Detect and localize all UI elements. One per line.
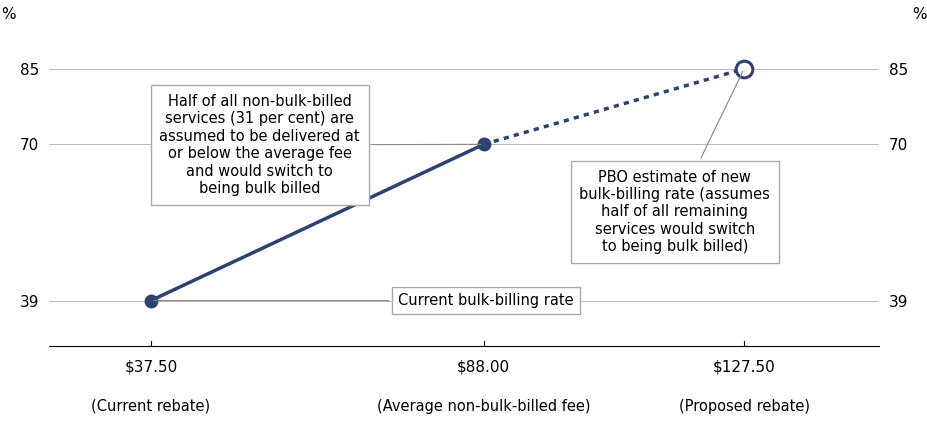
Text: %: % bbox=[2, 7, 16, 22]
Text: (Average non-bulk-billed fee): (Average non-bulk-billed fee) bbox=[376, 399, 590, 414]
Text: PBO estimate of new
bulk-billing rate (assumes
half of all remaining
services wo: PBO estimate of new bulk-billing rate (a… bbox=[578, 71, 769, 254]
Text: (Proposed rebate): (Proposed rebate) bbox=[678, 399, 808, 414]
Text: Current bulk-billing rate: Current bulk-billing rate bbox=[154, 293, 573, 308]
Text: (Current rebate): (Current rebate) bbox=[91, 399, 210, 414]
Text: %: % bbox=[911, 7, 925, 22]
Text: Half of all non-bulk-billed
services (31 per cent) are
assumed to be delivered a: Half of all non-bulk-billed services (31… bbox=[159, 94, 480, 196]
